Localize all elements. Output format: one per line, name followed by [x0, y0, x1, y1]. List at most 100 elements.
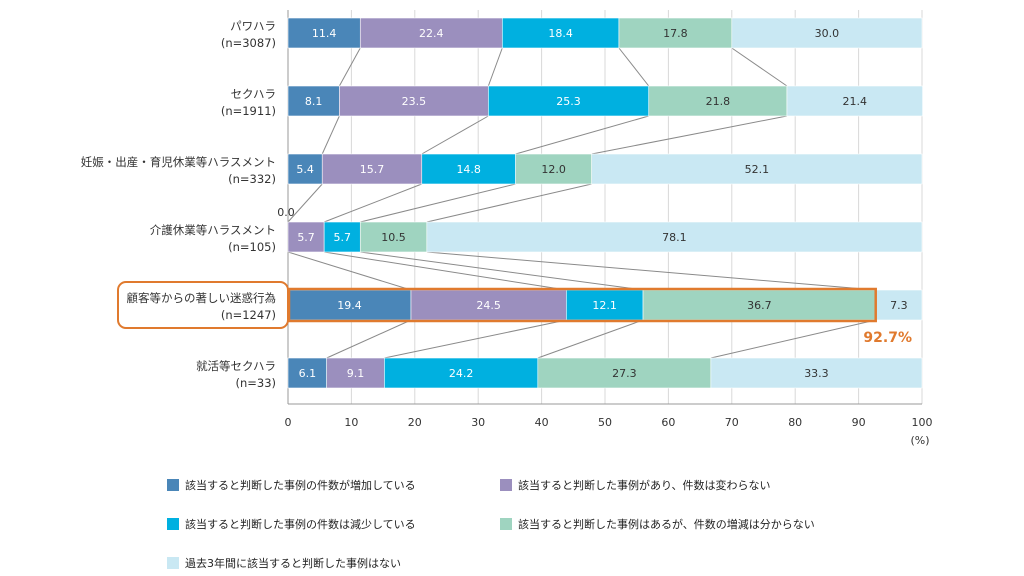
data-label: 11.4	[312, 27, 337, 40]
connector-line	[338, 47, 361, 87]
legend: 該当すると判断した事例の件数が増加している 該当すると判断した事例があり、件数は変…	[167, 478, 815, 570]
legend-swatch	[167, 479, 179, 491]
bar-segment	[591, 153, 923, 185]
legend-item: 該当すると判断した事例の件数が増加している	[167, 478, 416, 492]
category-label: 就活等セクハラ(n=33)	[196, 359, 276, 390]
data-label: 30.0	[815, 27, 840, 40]
bar-segment	[287, 17, 361, 49]
data-label: 22.4	[419, 27, 444, 40]
connector-line	[384, 319, 567, 359]
bar-segment	[359, 221, 428, 253]
grid-lines	[287, 10, 923, 404]
tick-label: 90	[852, 416, 866, 429]
data-label: 19.4	[337, 299, 362, 312]
tick-label: 50	[598, 416, 612, 429]
bar-segment	[287, 221, 325, 253]
x-unit-label: (%)	[910, 434, 929, 447]
connector-line	[287, 183, 323, 223]
highlight-bar-box	[287, 287, 877, 323]
bar-segment	[339, 85, 489, 117]
tick-label: 10	[344, 416, 358, 429]
bar-segment	[326, 357, 385, 389]
legend-swatch	[500, 479, 512, 491]
data-label: 24.5	[476, 299, 501, 312]
connector-line	[323, 183, 422, 223]
bar-segment	[537, 357, 712, 389]
data-label: 36.7	[747, 299, 772, 312]
connector-line	[421, 115, 489, 155]
legend-label: 該当すると判断した事例はあるが、件数の増減は分からない	[518, 517, 815, 531]
tick-label: 0	[285, 416, 292, 429]
bar-segment	[515, 153, 592, 185]
legend-item: 該当すると判断した事例の件数は減少している	[167, 517, 416, 531]
connector-line	[324, 251, 567, 291]
tick-label: 70	[725, 416, 739, 429]
category-label: パワハラ(n=3087)	[221, 19, 276, 50]
legend-swatch	[167, 518, 179, 530]
connector-line	[515, 115, 649, 155]
bar-segment	[287, 289, 412, 321]
connector-line	[618, 47, 650, 87]
legend-label: 該当すると判断した事例の件数が増加している	[185, 478, 416, 492]
data-label: 17.8	[663, 27, 688, 40]
data-label: 21.8	[706, 95, 731, 108]
tick-label: 80	[788, 416, 802, 429]
bar-segment	[323, 221, 361, 253]
tick-label: 20	[408, 416, 422, 429]
data-label: 0.0	[277, 206, 295, 219]
category-label: 顧客等からの著しい迷惑行為(n=1247)	[127, 291, 277, 322]
tick-label: 40	[535, 416, 549, 429]
category-label: 妊娠・出産・育児休業等ハラスメント(n=332)	[81, 155, 276, 186]
data-label: 9.1	[347, 367, 365, 380]
connector-line	[360, 251, 644, 291]
category-label: 介護休業等ハラスメント(n=105)	[150, 223, 276, 254]
data-label: 5.4	[296, 163, 314, 176]
data-label: 14.8	[456, 163, 481, 176]
legend-item: 該当すると判断した事例はあるが、件数の増減は分からない	[500, 517, 815, 531]
connector-line	[537, 319, 644, 359]
highlight: 92.7%	[117, 281, 912, 346]
connector-line	[731, 47, 788, 87]
data-label: 21.4	[843, 95, 868, 108]
bar-segment	[648, 85, 788, 117]
bar-segment	[731, 17, 923, 49]
legend-item: 過去3年間に該当すると判断した事例はない	[167, 556, 401, 570]
data-label: 5.7	[297, 231, 315, 244]
data-label: 15.7	[360, 163, 385, 176]
bar-segment	[566, 289, 644, 321]
x-axis: 0 10 20 30 40 50 60 70 80 90 100 (%)	[285, 403, 933, 447]
bar-segment	[359, 17, 503, 49]
data-label: 12.1	[592, 299, 617, 312]
connector-line	[487, 47, 503, 87]
data-label: 25.3	[556, 95, 581, 108]
bar-segment	[618, 17, 733, 49]
connector-line	[360, 183, 516, 223]
data-label: 7.3	[890, 299, 908, 312]
bar-segment	[786, 85, 923, 117]
connector-line	[591, 115, 788, 155]
bar-segment	[488, 85, 650, 117]
data-label: 23.5	[402, 95, 427, 108]
bar-segment	[287, 85, 340, 117]
legend-label: 該当すると判断した事例の件数は減少している	[185, 517, 416, 531]
bar-segment	[287, 153, 323, 185]
bar-segment	[421, 153, 516, 185]
connector-line	[426, 183, 592, 223]
data-label: 27.3	[612, 367, 637, 380]
bar-segment	[710, 357, 923, 389]
bars: 11.4 22.4 18.4 17.8 30.0 8.1 23.5 25.3 21.8 21.4 5…	[277, 17, 923, 389]
bar-segment	[426, 221, 923, 253]
legend-swatch	[167, 557, 179, 569]
data-label: 33.3	[804, 367, 829, 380]
data-label: 78.1	[662, 231, 687, 244]
tick-label: 60	[661, 416, 675, 429]
data-label: 5.7	[333, 231, 351, 244]
bar-segment	[875, 289, 923, 321]
connector-line	[287, 251, 412, 291]
connector-line	[321, 115, 340, 155]
bar-segment	[501, 17, 620, 49]
connector-line	[326, 319, 412, 359]
data-label: 18.4	[548, 27, 573, 40]
tick-label: 100	[912, 416, 933, 429]
